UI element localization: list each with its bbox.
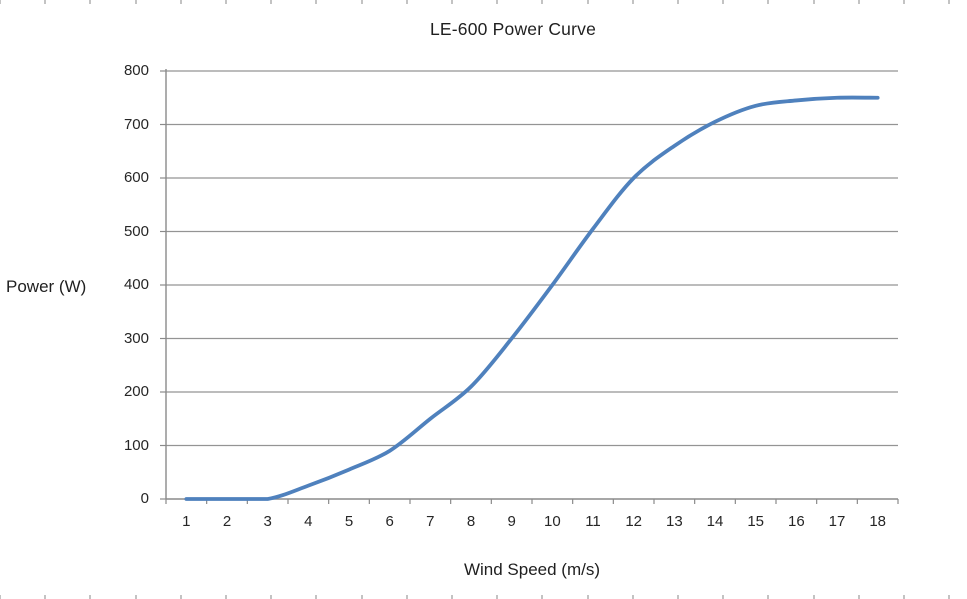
y-tick-label: 200 [123, 383, 149, 400]
y-tick-label: 600 [123, 169, 149, 186]
cell-gridline-stub [361, 0, 363, 4]
y-axis-title: Power (W) [6, 277, 87, 296]
cell-gridline-stub [541, 0, 543, 4]
cell-gridline-stub [270, 595, 272, 599]
cell-gridline-stub [813, 595, 815, 599]
cell-gridline-stub [406, 595, 408, 599]
cell-gridline-stub [903, 595, 905, 599]
x-tick-label: 12 [625, 513, 642, 530]
x-tick-label: 2 [222, 513, 232, 530]
cell-gridline-stub [722, 595, 724, 599]
cell-gridline-stub [677, 0, 679, 4]
y-tick-label: 500 [123, 222, 149, 240]
cell-gridline-stub [541, 595, 543, 599]
cell-gridline-stub [225, 0, 227, 4]
cell-gridline-stub [632, 595, 634, 599]
cell-gridline-stub [813, 0, 815, 4]
cell-gridline-stub [180, 595, 182, 599]
cell-gridline-stub [315, 0, 317, 4]
cell-gridline-stub [632, 0, 634, 4]
power-curve-line [184, 95, 880, 501]
cell-gridline-stub [587, 0, 589, 4]
cell-gridline-stub [180, 0, 182, 4]
cell-gridline-stub [0, 595, 1, 599]
cell-gridline-stub [858, 595, 860, 599]
y-tick-label: 300 [123, 329, 149, 347]
cell-gridline-stub [858, 0, 860, 4]
x-tick-label: 6 [385, 513, 394, 530]
x-tick-label: 9 [507, 513, 516, 530]
cell-gridline-stub [44, 0, 46, 4]
y-tick-label: 800 [123, 62, 149, 79]
cell-gridline-stub [406, 0, 408, 4]
x-tick-label: 11 [585, 513, 601, 530]
y-tick-label: 400 [123, 276, 149, 293]
cell-gridline-stub [89, 0, 91, 4]
cell-gridline-stub [903, 0, 905, 4]
x-tick-label: 15 [747, 513, 764, 530]
x-tick-label: 13 [665, 513, 683, 530]
x-tick-label: 10 [543, 513, 561, 530]
x-tick-label: 8 [466, 513, 476, 530]
y-tick-label: 700 [123, 115, 149, 133]
cell-gridline-stub [677, 595, 679, 599]
cell-gridline-stub [0, 0, 1, 4]
x-tick-label: 3 [263, 513, 272, 530]
cell-gridline-stub [767, 595, 769, 599]
x-tick-label: 7 [426, 513, 435, 530]
cell-gridline-stub [135, 595, 137, 599]
cell-gridline-stub [44, 595, 46, 599]
cell-gridline-stub [587, 595, 589, 599]
cell-gridline-stub [948, 595, 950, 599]
x-tick-label: 1 [182, 513, 191, 530]
x-tick-label: 4 [304, 513, 313, 530]
cell-gridline-stub [315, 595, 317, 599]
cell-gridline-stub [722, 0, 724, 4]
cell-gridline-stub [496, 0, 498, 4]
cell-gridline-stub [225, 595, 227, 599]
chart-title: LE-600 Power Curve [429, 19, 597, 39]
x-tick-label: 14 [706, 513, 724, 530]
x-tick-label: 17 [828, 513, 846, 530]
cell-gridline-stub [361, 595, 363, 599]
cell-gridline-stub [89, 595, 91, 599]
x-tick-label: 16 [787, 513, 805, 530]
cell-gridline-stub [767, 0, 769, 4]
x-tick-label: 5 [344, 513, 354, 530]
x-axis-title: Wind Speed (m/s) [463, 560, 601, 579]
x-tick-label: 18 [869, 513, 886, 530]
cell-gridline-stub [948, 0, 950, 4]
cell-gridline-stub [135, 0, 137, 4]
y-tick-label: 100 [123, 436, 149, 454]
cell-gridline-stub [451, 0, 453, 4]
cell-gridline-stub [451, 595, 453, 599]
cell-gridline-stub [270, 0, 272, 4]
y-tick-label: 0 [140, 490, 149, 507]
cell-gridline-stub [496, 595, 498, 599]
